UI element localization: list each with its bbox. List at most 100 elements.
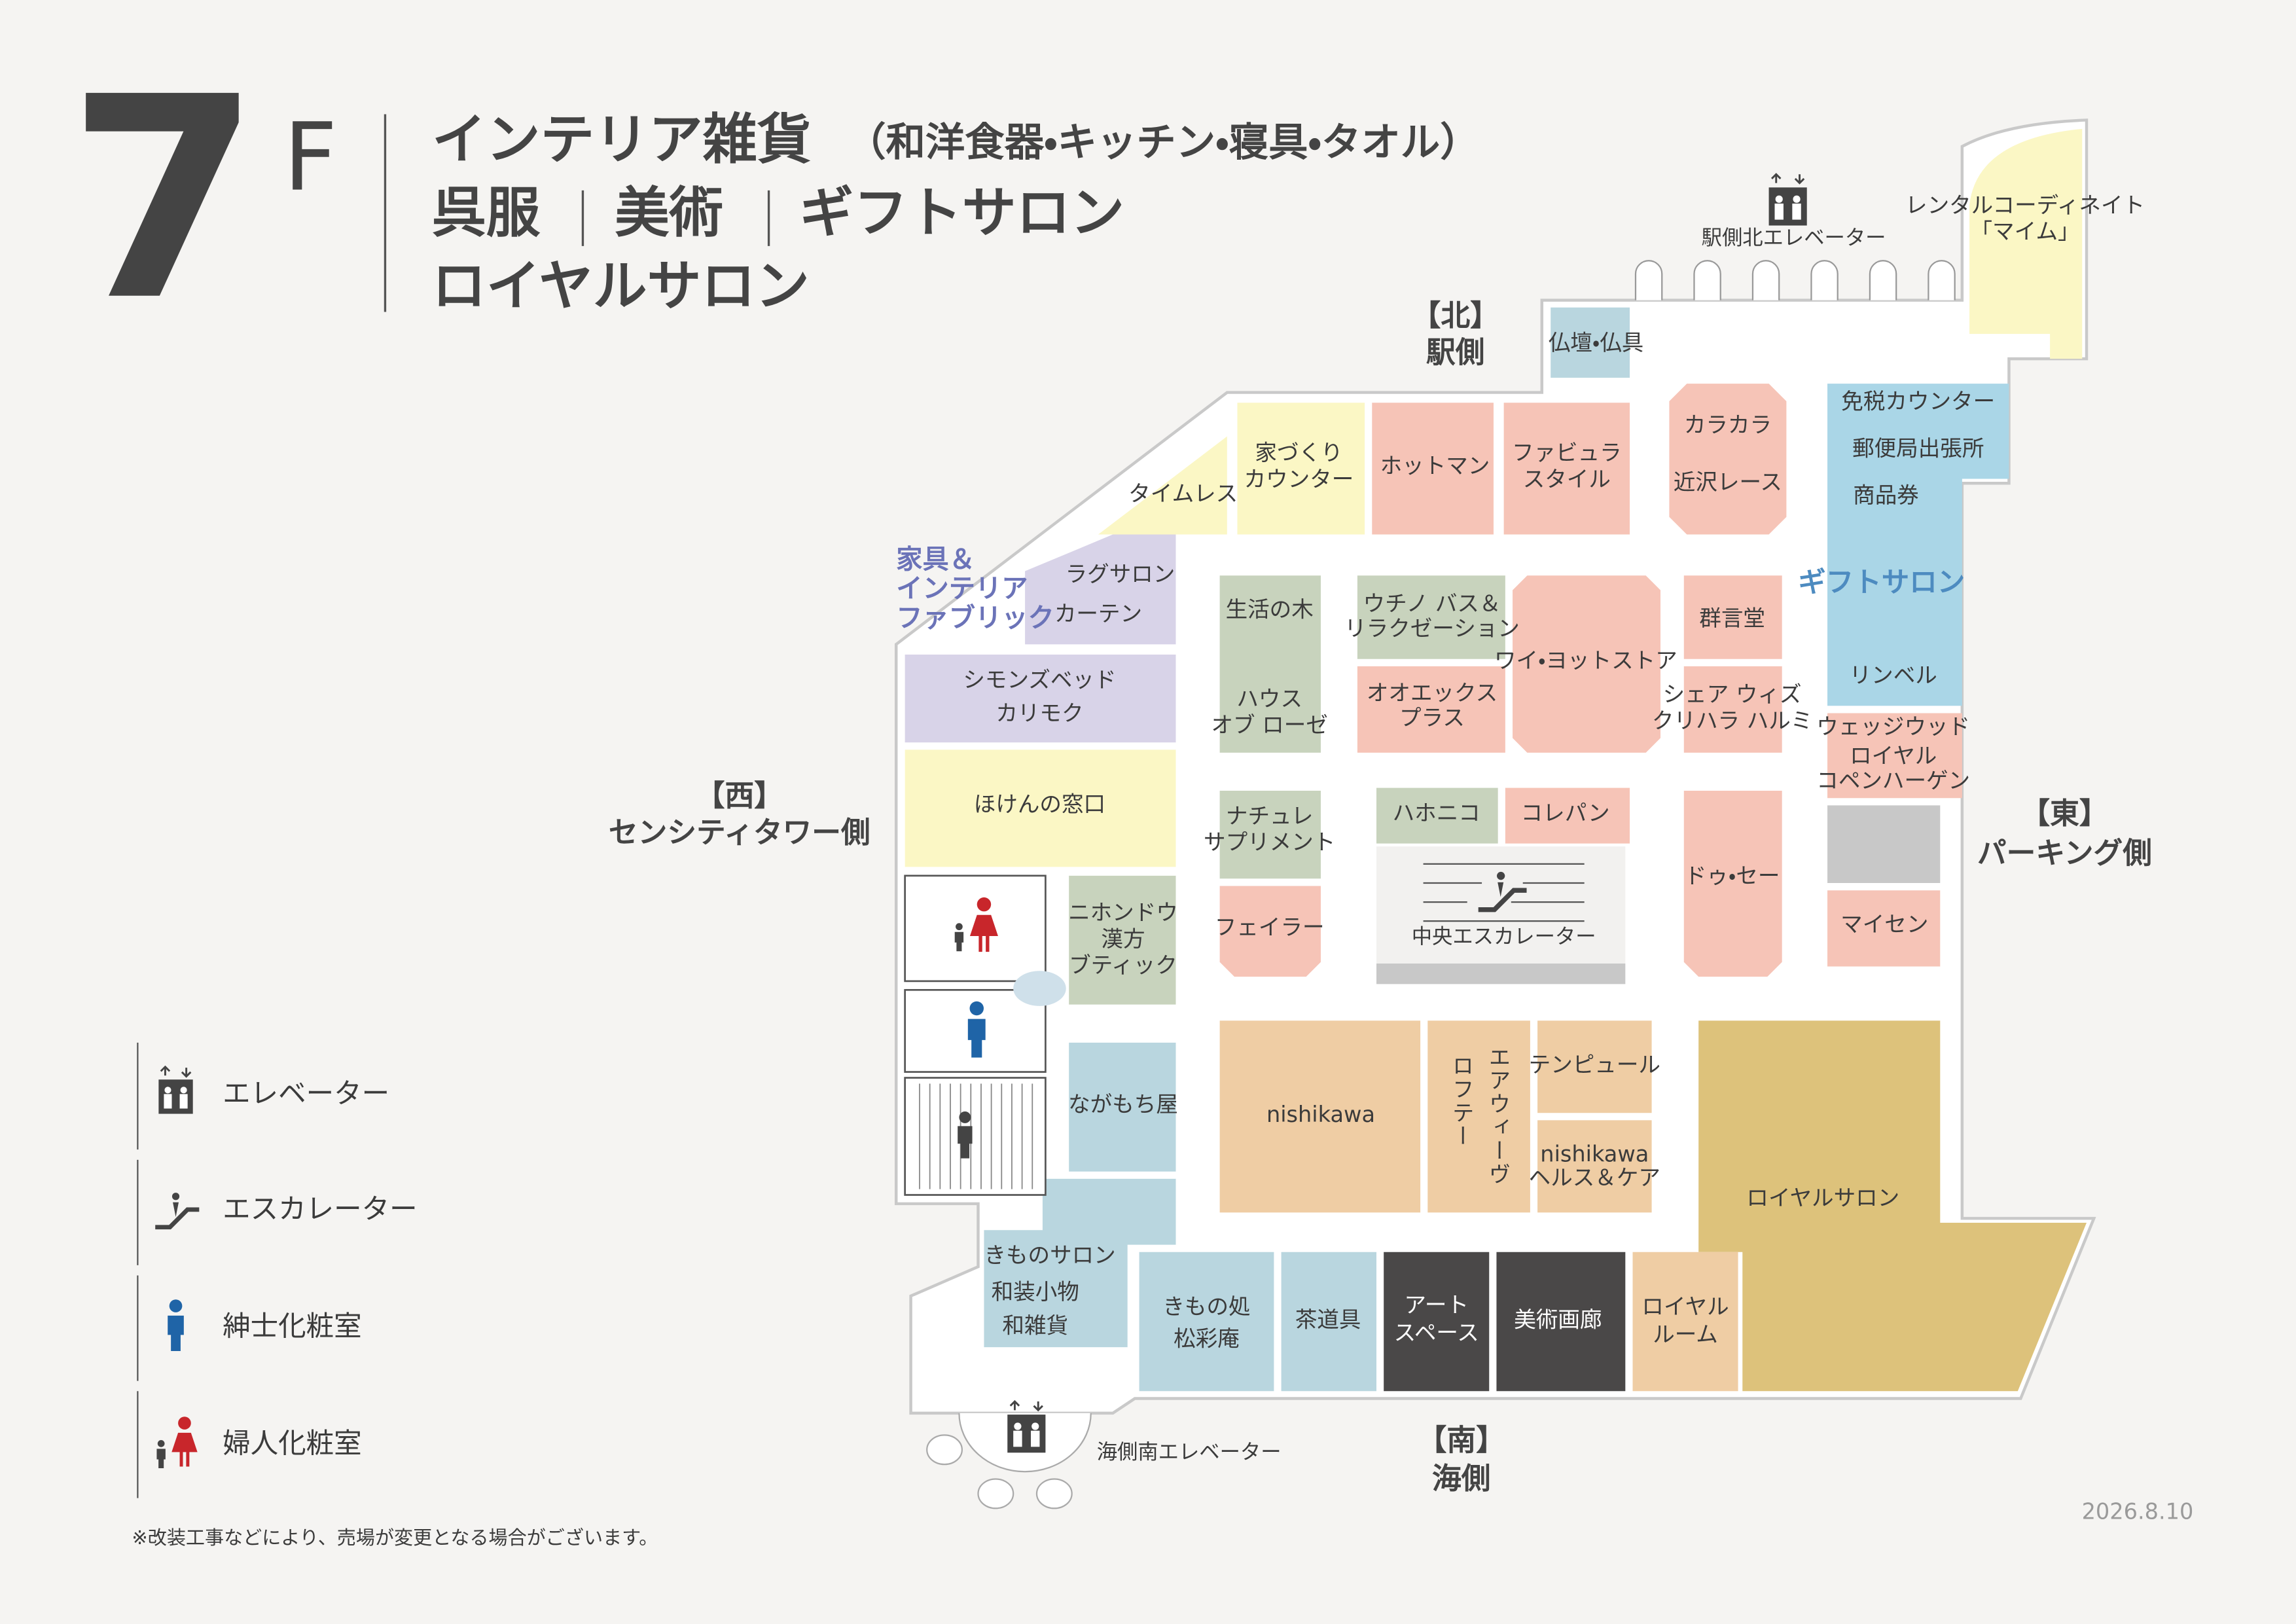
store-label: ウェッジウッド <box>1816 713 1970 739</box>
facilities-text: 中央エスカレーター <box>1412 925 1596 948</box>
elevator-icon <box>1007 1415 1046 1453</box>
store-area <box>1969 128 2083 359</box>
store-area <box>1357 666 1505 753</box>
store-label: マイセン <box>1840 911 1928 937</box>
figure <box>157 1440 165 1447</box>
store-label: 漢方 <box>1101 926 1145 952</box>
figure <box>1497 871 1505 880</box>
store-label: コレパン <box>1521 800 1610 825</box>
figure <box>977 897 992 912</box>
store-area <box>905 655 1176 743</box>
figure <box>171 1432 198 1467</box>
store-label: 郵便局出張所 <box>1852 435 1984 461</box>
figure <box>1031 1422 1039 1430</box>
store-label: ワイ・ヨットストア <box>1494 648 1677 674</box>
store-label: ほけんの窓口 <box>974 791 1105 817</box>
store-area <box>1551 307 1630 378</box>
store-label: きものサロン <box>984 1242 1115 1268</box>
figure <box>1775 195 1783 203</box>
directions-text: センシティタワー側 <box>609 815 870 850</box>
note-text: ※改装工事などにより、売場が変更となる場合がございます。 <box>132 1526 658 1549</box>
store-label: nishikawa <box>1266 1102 1375 1127</box>
header-text: 美術 <box>615 181 724 245</box>
store-label: ロイヤル <box>1641 1293 1729 1319</box>
header-text: 呉服 <box>432 181 541 245</box>
store-label: テンピュール <box>1529 1052 1660 1077</box>
store-label: シェア ウィズ <box>1663 681 1802 707</box>
figure <box>156 1449 166 1468</box>
header-text: インテリア雑貨 <box>432 108 811 171</box>
store-label: プラス <box>1399 705 1465 731</box>
store-area <box>1683 666 1782 753</box>
legend-label: 婦人化粧室 <box>223 1428 362 1460</box>
store-label: 美術画廊 <box>1514 1307 1602 1332</box>
store-label: 商品券 <box>1853 482 1919 508</box>
store-area <box>1219 575 1321 753</box>
store-label: 家づくり <box>1255 440 1342 465</box>
arrows <box>1009 1399 1043 1412</box>
store-label: 松彩庵 <box>1174 1326 1240 1351</box>
pillar <box>977 1478 1014 1509</box>
store-label: ラグサロン <box>1066 562 1175 587</box>
directions-text: 海側 <box>1432 1461 1490 1496</box>
directions-text: 駅側 <box>1426 334 1484 369</box>
store-area <box>1219 1020 1421 1213</box>
store-label: 「マイム」 <box>1971 219 2080 244</box>
arrows <box>1770 173 1805 185</box>
store-label: リラクゼーション <box>1344 615 1520 641</box>
figure <box>164 1087 171 1094</box>
store-area <box>1827 805 1941 884</box>
directions-text: 【東】 <box>2020 796 2108 831</box>
header-text: ロイヤルサロン <box>432 254 810 317</box>
store-label: nishikawa <box>1540 1142 1649 1167</box>
store-label: 免税カウンター <box>1841 389 1995 414</box>
store-area <box>1384 1252 1490 1392</box>
directions-text: 【南】 <box>1418 1423 1505 1458</box>
directions-text: パーキング側 <box>1977 835 2152 870</box>
store-area <box>1427 1020 1530 1213</box>
store-area <box>1372 403 1494 535</box>
directions-text: 【北】 <box>1412 298 1499 333</box>
figure <box>178 1416 191 1430</box>
figure <box>958 1126 973 1159</box>
water-spot <box>1013 971 1066 1006</box>
store-label: 仏壇・仏具 <box>1549 330 1644 355</box>
store-label: 近沢レース <box>1674 469 1782 495</box>
figure <box>1792 203 1801 220</box>
facility-box <box>904 1077 1047 1196</box>
escalator-lines <box>1423 863 1585 922</box>
store-area <box>1139 1252 1274 1392</box>
header-text: ギフトサロン <box>800 181 1125 245</box>
store-label: スペース <box>1394 1320 1479 1346</box>
figure <box>1014 1422 1022 1430</box>
store-area <box>1357 575 1505 659</box>
store-label: カウンター <box>1244 466 1354 492</box>
store-label: カリモク <box>996 700 1083 726</box>
store-label: オブ ローゼ <box>1211 712 1327 738</box>
store-label: 和装小物 <box>992 1279 1079 1305</box>
store-label: ルーム <box>1653 1322 1718 1347</box>
store-label: シモンズベッド <box>963 667 1116 693</box>
figure <box>164 1094 172 1109</box>
figure <box>179 1094 188 1109</box>
figure <box>967 1019 986 1058</box>
legend-label: 紳士化粧室 <box>223 1311 362 1343</box>
store-label: ロイヤル <box>1850 743 1937 768</box>
pillar <box>1035 1478 1073 1509</box>
store-area <box>905 749 1176 867</box>
store-label: サプリメント <box>1204 829 1335 855</box>
figure <box>1793 195 1801 203</box>
store-area <box>1827 890 1941 967</box>
store-label: リンベル <box>1850 662 1937 688</box>
arch <box>1928 260 1956 300</box>
store-area <box>1496 1252 1626 1392</box>
store-area <box>1025 534 1176 645</box>
legend-label: エスカレーター <box>223 1194 418 1226</box>
figure <box>173 1202 179 1218</box>
legend-label: エレベーター <box>223 1078 389 1110</box>
store-label: 生活の木 <box>1226 596 1314 622</box>
store-label: ウチノ バス＆ <box>1363 590 1501 616</box>
arch <box>1693 260 1721 300</box>
store-label: ドゥ・セー <box>1685 863 1780 889</box>
